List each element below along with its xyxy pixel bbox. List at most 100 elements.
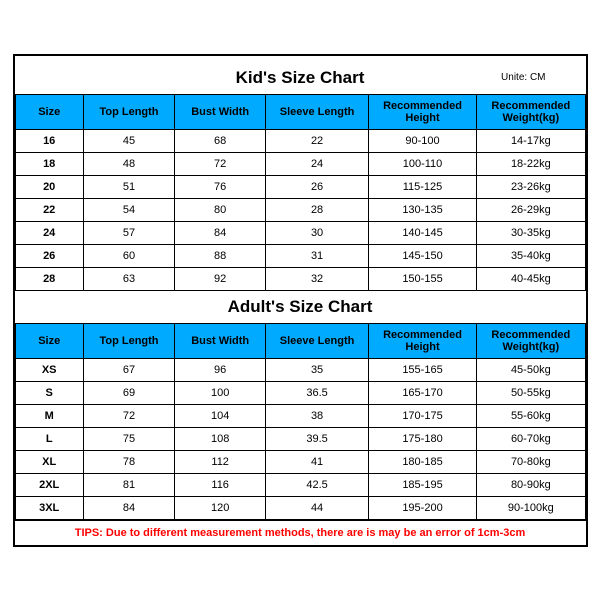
table-cell: 84 — [83, 496, 174, 519]
table-row: 2XL8111642.5185-19580-90kg — [15, 473, 585, 496]
table-cell: 78 — [83, 450, 174, 473]
table-cell: 88 — [175, 244, 266, 267]
table-cell: 69 — [83, 381, 174, 404]
table-cell: 120 — [175, 496, 266, 519]
table-row: 18487224100-11018-22kg — [15, 152, 585, 175]
table-cell: 30-35kg — [477, 221, 585, 244]
table-cell: 180-185 — [368, 450, 476, 473]
table-cell: 96 — [175, 358, 266, 381]
table-cell: 81 — [83, 473, 174, 496]
table-cell: 72 — [83, 404, 174, 427]
table-cell: 75 — [83, 427, 174, 450]
table-cell: 54 — [83, 198, 174, 221]
table-cell: 18 — [15, 152, 83, 175]
unit-label: Unite: CM — [501, 72, 545, 83]
table-cell: 36.5 — [266, 381, 369, 404]
col-header: Recommended Weight(kg) — [477, 323, 585, 358]
table-cell: M — [15, 404, 83, 427]
table-cell: 26 — [266, 175, 369, 198]
kids-title: Kid's Size Chart — [25, 68, 576, 88]
table-row: 3XL8412044195-20090-100kg — [15, 496, 585, 519]
table-cell: 57 — [83, 221, 174, 244]
size-chart-container: Kid's Size Chart Unite: CM Size Top Leng… — [13, 54, 588, 547]
table-cell: 60 — [83, 244, 174, 267]
table-cell: 14-17kg — [477, 129, 585, 152]
col-header: Bust Width — [175, 94, 266, 129]
table-cell: 26 — [15, 244, 83, 267]
table-cell: 3XL — [15, 496, 83, 519]
table-cell: 72 — [175, 152, 266, 175]
col-header: Recommended Weight(kg) — [477, 94, 585, 129]
col-header: Top Length — [83, 94, 174, 129]
table-row: 26608831145-15035-40kg — [15, 244, 585, 267]
table-cell: 92 — [175, 267, 266, 290]
table-cell: XL — [15, 450, 83, 473]
table-cell: 63 — [83, 267, 174, 290]
table-cell: 22 — [15, 198, 83, 221]
table-cell: 18-22kg — [477, 152, 585, 175]
col-header: Top Length — [83, 323, 174, 358]
table-cell: 32 — [266, 267, 369, 290]
kids-table: Size Top Length Bust Width Sleeve Length… — [15, 94, 586, 291]
table-cell: 170-175 — [368, 404, 476, 427]
table-cell: 16 — [15, 129, 83, 152]
table-cell: 115-125 — [368, 175, 476, 198]
table-cell: 24 — [266, 152, 369, 175]
table-cell: 31 — [266, 244, 369, 267]
table-row: S6910036.5165-17050-55kg — [15, 381, 585, 404]
col-header: Recommended Height — [368, 323, 476, 358]
table-cell: 20 — [15, 175, 83, 198]
table-cell: 35 — [266, 358, 369, 381]
table-row: XS679635155-16545-50kg — [15, 358, 585, 381]
col-header: Sleeve Length — [266, 94, 369, 129]
col-header: Sleeve Length — [266, 323, 369, 358]
table-cell: 48 — [83, 152, 174, 175]
table-cell: 175-180 — [368, 427, 476, 450]
table-cell: 116 — [175, 473, 266, 496]
table-row: 22548028130-13526-29kg — [15, 198, 585, 221]
table-cell: 150-155 — [368, 267, 476, 290]
table-cell: 90-100kg — [477, 496, 585, 519]
table-cell: 2XL — [15, 473, 83, 496]
table-row: 28639232150-15540-45kg — [15, 267, 585, 290]
table-cell: 30 — [266, 221, 369, 244]
table-cell: 28 — [266, 198, 369, 221]
table-cell: 80 — [175, 198, 266, 221]
table-cell: 41 — [266, 450, 369, 473]
table-cell: 108 — [175, 427, 266, 450]
col-header: Size — [15, 323, 83, 358]
table-cell: 44 — [266, 496, 369, 519]
table-cell: 70-80kg — [477, 450, 585, 473]
table-cell: 100 — [175, 381, 266, 404]
table-cell: 60-70kg — [477, 427, 585, 450]
table-row: L7510839.5175-18060-70kg — [15, 427, 585, 450]
adults-header-row: Size Top Length Bust Width Sleeve Length… — [15, 323, 585, 358]
col-header: Recommended Height — [368, 94, 476, 129]
col-header: Bust Width — [175, 323, 266, 358]
kids-title-row: Kid's Size Chart Unite: CM — [15, 62, 586, 94]
table-cell: 28 — [15, 267, 83, 290]
table-row: M7210438170-17555-60kg — [15, 404, 585, 427]
table-cell: 155-165 — [368, 358, 476, 381]
table-cell: 84 — [175, 221, 266, 244]
table-cell: 100-110 — [368, 152, 476, 175]
table-cell: 104 — [175, 404, 266, 427]
table-cell: 80-90kg — [477, 473, 585, 496]
table-cell: 26-29kg — [477, 198, 585, 221]
table-cell: 76 — [175, 175, 266, 198]
table-cell: 24 — [15, 221, 83, 244]
table-cell: S — [15, 381, 83, 404]
adults-table: Size Top Length Bust Width Sleeve Length… — [15, 323, 586, 520]
table-cell: XS — [15, 358, 83, 381]
table-cell: 145-150 — [368, 244, 476, 267]
table-cell: 55-60kg — [477, 404, 585, 427]
table-cell: 22 — [266, 129, 369, 152]
table-cell: 140-145 — [368, 221, 476, 244]
table-cell: 40-45kg — [477, 267, 585, 290]
table-cell: 165-170 — [368, 381, 476, 404]
table-cell: 67 — [83, 358, 174, 381]
adults-title: Adult's Size Chart — [25, 297, 576, 317]
adults-title-row: Adult's Size Chart — [15, 291, 586, 323]
table-cell: 130-135 — [368, 198, 476, 221]
table-cell: 195-200 — [368, 496, 476, 519]
